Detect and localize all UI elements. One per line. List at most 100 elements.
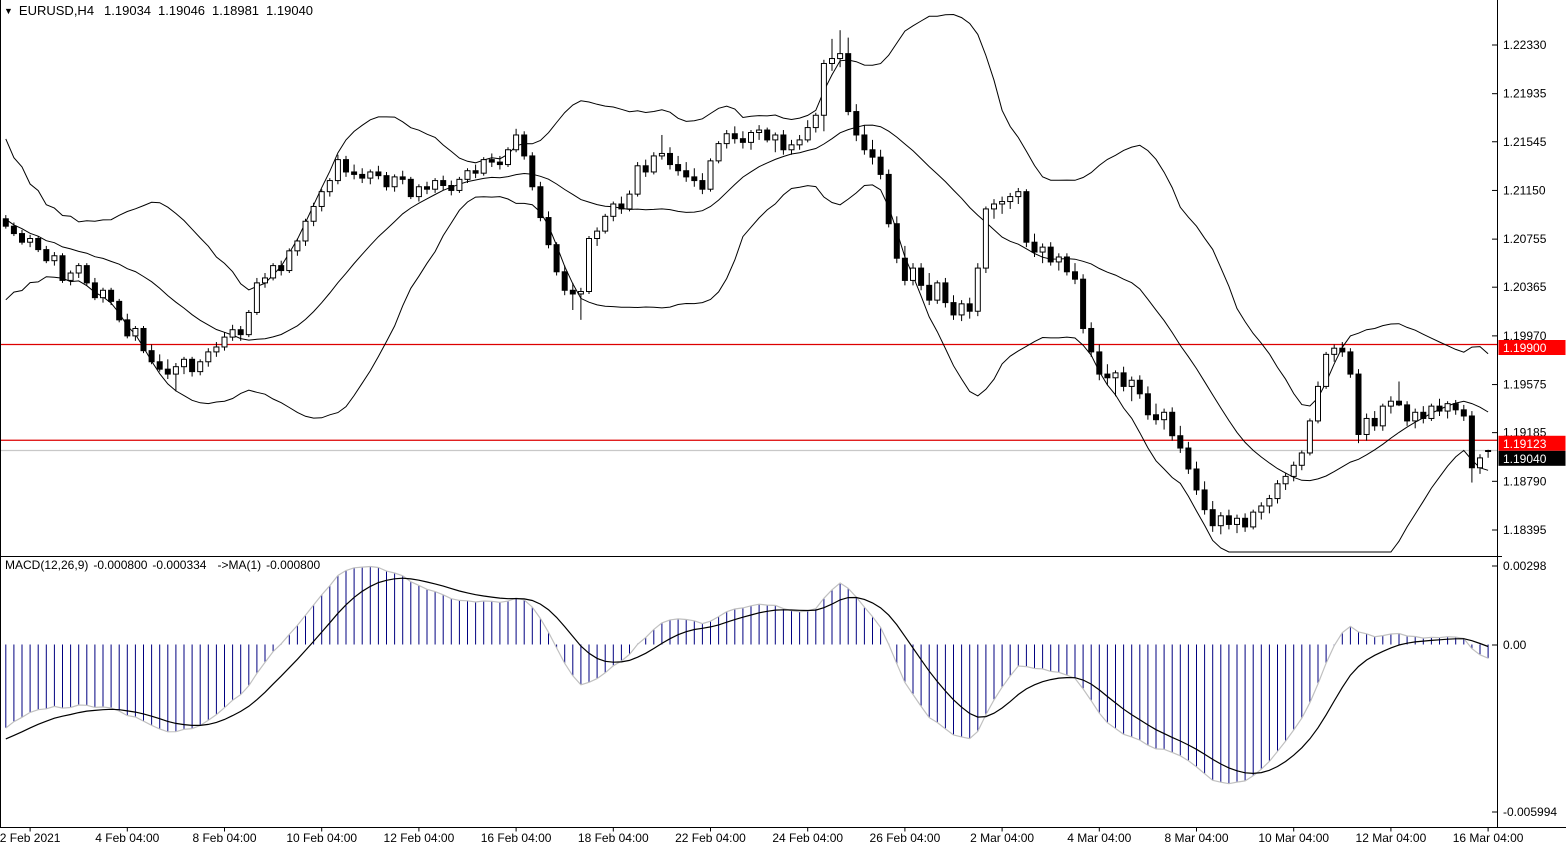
candle-body-bull [586, 238, 592, 293]
candle-body-bear [1031, 241, 1038, 253]
candle [1250, 509, 1257, 530]
candle-body-bear [966, 303, 973, 312]
candle [861, 125, 868, 155]
candle-body-bull [748, 132, 754, 143]
candle-body-bull [1379, 405, 1386, 427]
candle [1396, 381, 1402, 407]
candle-body-bull [829, 58, 835, 64]
candle [893, 216, 900, 264]
candle [561, 265, 568, 296]
candle-body-bull [464, 170, 471, 180]
candle-body-bull [310, 205, 317, 222]
candle-body-bear [424, 186, 430, 190]
candle-body-bear [845, 53, 852, 113]
candle-body-bull [1323, 353, 1330, 387]
macd-signal-value: -0.000334 [152, 558, 207, 572]
candle-body-bear [1193, 468, 1200, 491]
candle [739, 131, 746, 149]
candle-body-bull [27, 238, 34, 243]
candle [505, 147, 511, 168]
candle [1136, 375, 1143, 399]
candle [415, 184, 422, 202]
candle [820, 59, 827, 132]
candle [1485, 449, 1492, 458]
candle [310, 202, 317, 227]
candle [545, 211, 552, 249]
candle-body-bear [278, 265, 285, 272]
candle [1258, 502, 1265, 520]
candle-body-bear [1185, 447, 1192, 470]
candle [424, 181, 430, 195]
candle [27, 234, 34, 248]
candle-body-bull [1128, 379, 1135, 387]
candle-body-bear [1460, 409, 1467, 417]
price-axis-label: 1.21545 [1503, 135, 1547, 149]
candle [440, 175, 447, 191]
candle [885, 169, 892, 228]
candle [618, 196, 625, 214]
candle [51, 252, 58, 266]
candle [262, 273, 268, 288]
candle-body-bear [739, 138, 746, 143]
candle [1444, 401, 1451, 419]
candle-body-bull [415, 186, 422, 198]
candle-body-bear [1371, 417, 1378, 427]
time-axis-label: 8 Mar 04:00 [1164, 831, 1228, 845]
candle [966, 297, 973, 319]
candle-body-bear [618, 203, 625, 210]
candle [399, 170, 406, 185]
candle-body-bull [1258, 505, 1265, 513]
candle-body-bull [51, 255, 58, 262]
candle [1363, 413, 1370, 441]
candle-body-bull [715, 143, 722, 162]
candle [1371, 411, 1378, 431]
candle [958, 300, 965, 322]
symbol-dropdown-arrow-icon[interactable]: ▼ [4, 6, 13, 16]
candle-body-bear [375, 171, 382, 177]
candle [464, 168, 471, 184]
candle [675, 155, 682, 176]
candle-body-bull [1363, 417, 1370, 435]
candle-body-bull [934, 282, 941, 301]
candle [553, 242, 560, 276]
candle [1404, 401, 1411, 426]
candle-body-bull [221, 336, 228, 348]
candle-body-bull [772, 134, 779, 141]
candle [1290, 461, 1297, 482]
candle [1088, 322, 1095, 357]
candle-body-bull [991, 203, 997, 210]
candle-body-bull [1274, 483, 1281, 500]
candle [1217, 512, 1224, 535]
price-axis-label: 1.20755 [1503, 232, 1547, 246]
candle-body-bear [108, 289, 115, 302]
macd-main-line [5, 565, 1489, 785]
candle-body-bear [359, 173, 366, 179]
ohlc-close-value: 1.19040 [266, 3, 314, 18]
price-axis-label: 1.22330 [1503, 38, 1547, 52]
candle [205, 348, 212, 367]
candle-body-bull [958, 303, 965, 316]
candle-body-bear [537, 186, 544, 219]
candle-body-bear [529, 155, 536, 188]
candle-body-bear [1144, 393, 1151, 416]
candle [359, 168, 366, 184]
candle [1339, 342, 1346, 357]
candle [764, 127, 771, 143]
candle-body-bear [496, 161, 503, 166]
candle [1242, 513, 1249, 532]
candle-body-bull [626, 193, 633, 210]
candle [351, 164, 358, 180]
macd-signal-line [5, 577, 1489, 775]
candle [950, 295, 957, 320]
candle-body-bull [999, 201, 1006, 205]
candle [383, 171, 390, 191]
price-axis-label: 1.19575 [1503, 378, 1547, 392]
candle [83, 263, 90, 286]
candle-body-bull [229, 329, 236, 338]
candle [1355, 369, 1362, 444]
candle [1315, 381, 1321, 424]
price-axis-label: 1.20365 [1503, 280, 1547, 294]
candle-body-bull [723, 133, 730, 145]
candle [569, 282, 576, 310]
